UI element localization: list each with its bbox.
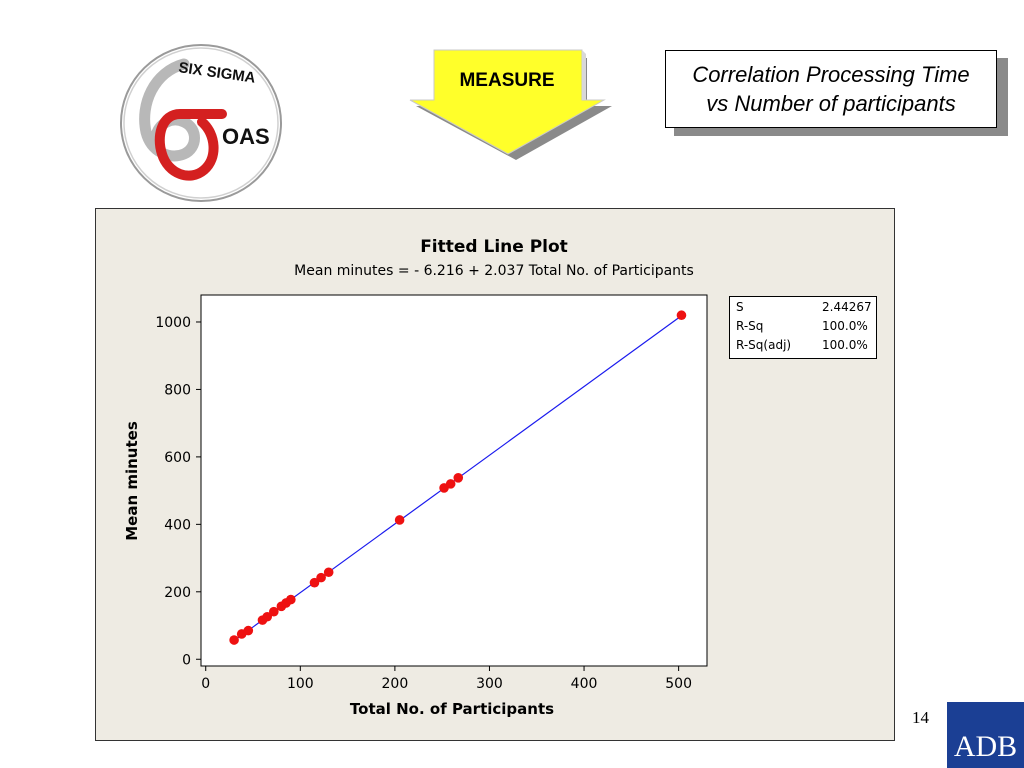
- y-tick-label: 600: [164, 450, 191, 466]
- data-points: [229, 310, 687, 645]
- data-point: [243, 625, 254, 636]
- chart-subtitle: Mean minutes = - 6.216 + 2.037 Total No.…: [294, 263, 694, 279]
- adb-logo: ADB: [947, 702, 1024, 768]
- stat-row: R-Sq 100.0%: [736, 319, 872, 337]
- y-tick-label: 0: [182, 652, 191, 668]
- x-axis-label: Total No. of Participants: [350, 700, 554, 718]
- stat-row: S 2.44267: [736, 300, 872, 318]
- stat-value: 100.0%: [822, 338, 868, 352]
- regression-stats-box: S 2.44267 R-Sq 100.0% R-Sq(adj) 100.0%: [729, 296, 877, 359]
- measure-label: MEASURE: [459, 70, 555, 91]
- data-point: [309, 577, 320, 588]
- fitted-line-plot: Fitted Line Plot Mean minutes = - 6.216 …: [123, 237, 708, 718]
- y-tick-label: 1000: [155, 315, 191, 331]
- chart-title: Fitted Line Plot: [420, 237, 568, 257]
- stat-value: 100.0%: [822, 319, 868, 333]
- x-tick-label: 400: [571, 676, 598, 692]
- measure-arrow: [409, 49, 612, 160]
- data-point: [453, 473, 464, 483]
- x-tick-label: 100: [287, 676, 314, 692]
- data-point: [269, 606, 279, 617]
- data-point: [323, 567, 334, 578]
- data-point: [676, 310, 687, 321]
- logo-text-side: OAS: [222, 124, 270, 149]
- page-number: 14: [912, 708, 929, 727]
- stat-name: S: [736, 300, 744, 314]
- title-line-2: vs Number of participants: [706, 91, 956, 116]
- slide-title: Correlation Processing Time vs Number of…: [665, 50, 997, 128]
- x-tick-label: 500: [665, 676, 692, 692]
- y-tick-label: 400: [164, 517, 191, 533]
- x-tick-label: 300: [476, 676, 503, 692]
- data-point: [316, 572, 326, 583]
- stat-name: R-Sq(adj): [736, 338, 792, 352]
- y-tick-label: 800: [164, 382, 191, 398]
- axes: 0 100 200 300 400 500 0 200 400 600 800 1000: [155, 315, 692, 692]
- stat-name: R-Sq: [736, 319, 764, 333]
- data-point: [286, 594, 296, 605]
- x-tick-label: 0: [201, 676, 210, 692]
- data-point: [445, 479, 456, 489]
- stat-row: R-Sq(adj) 100.0%: [736, 338, 872, 356]
- x-tick-label: 200: [382, 676, 409, 692]
- six-sigma-oas-logo: SIX SIGMA OAS: [120, 44, 282, 202]
- data-point: [262, 611, 273, 622]
- y-axis-label: Mean minutes: [123, 421, 141, 541]
- data-point: [394, 515, 405, 525]
- y-tick-label: 200: [164, 585, 191, 601]
- stat-value: 2.44267: [822, 300, 872, 314]
- data-point: [229, 635, 239, 645]
- title-line-1: Correlation Processing Time: [692, 62, 970, 87]
